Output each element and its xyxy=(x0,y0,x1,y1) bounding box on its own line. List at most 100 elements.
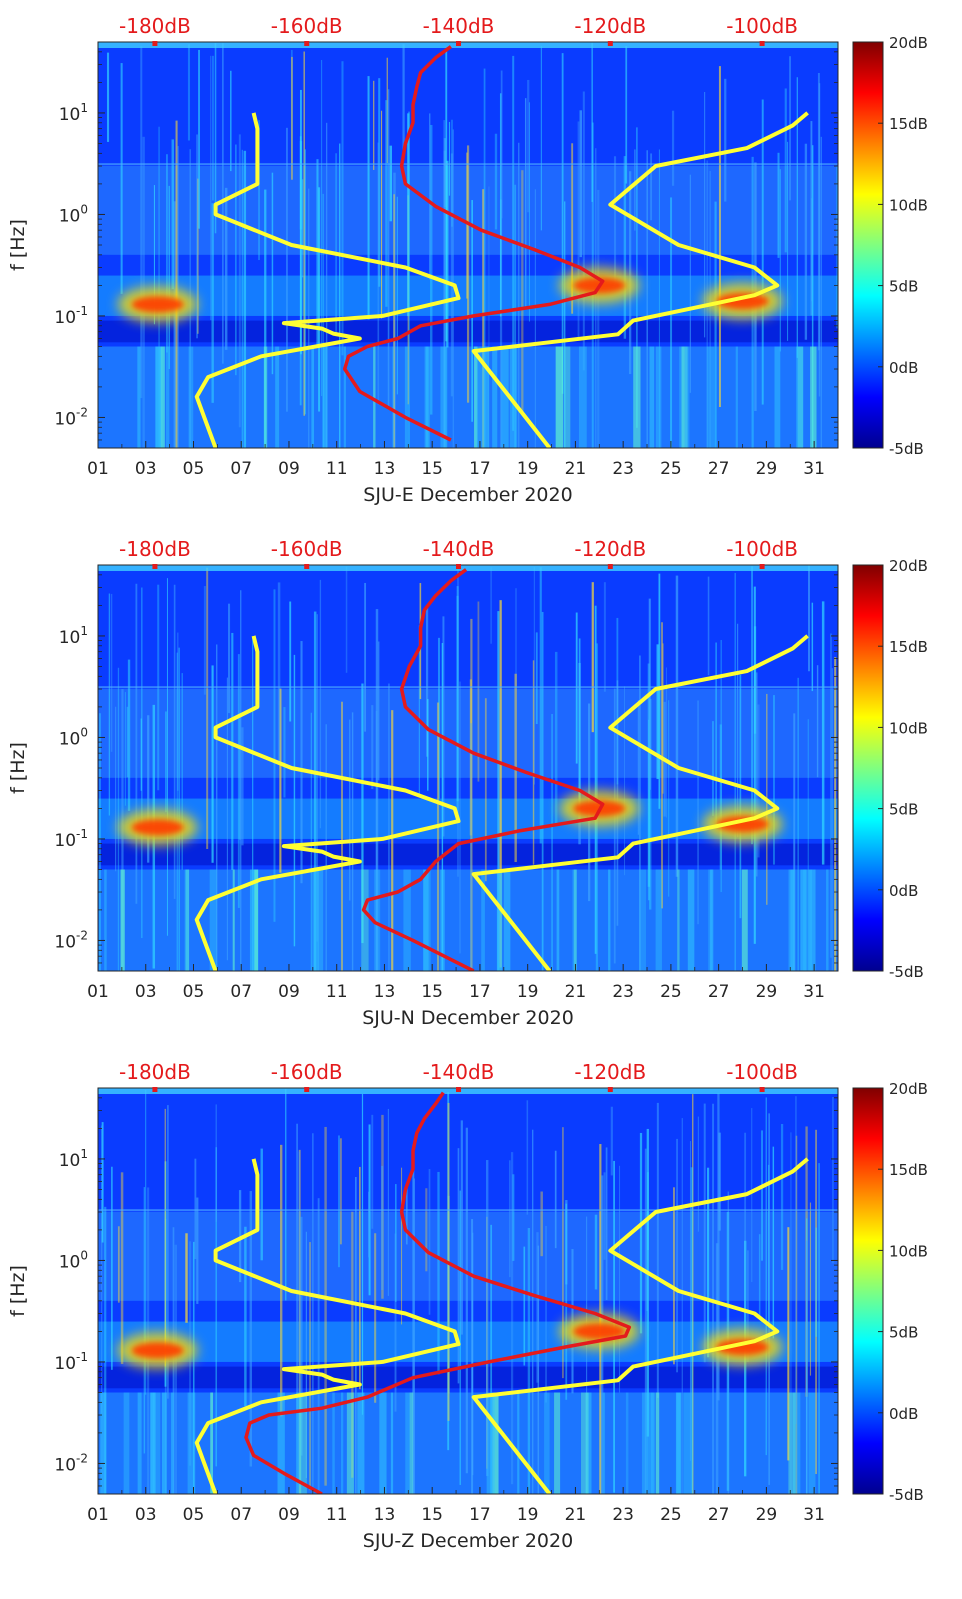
top-tick-mark xyxy=(456,41,462,46)
top-tick-label: -100dB xyxy=(726,537,798,561)
x-tick-label: 11 xyxy=(326,982,348,1002)
top-tick-label: -180dB xyxy=(119,14,191,38)
microseism-core xyxy=(716,816,769,833)
x-tick-label: 23 xyxy=(612,1505,634,1525)
top-db-axis: -180dB -160dB -140dB -120dB -100dB xyxy=(119,1060,798,1092)
nhnm-curve xyxy=(194,112,461,448)
top-tick-mark xyxy=(152,41,158,46)
nlnm-curve xyxy=(471,634,809,971)
spectrogram xyxy=(98,1088,838,1494)
x-tick-label: 29 xyxy=(756,1505,778,1525)
x-tick-label: 09 xyxy=(278,459,300,479)
x-tick-label: 15 xyxy=(421,982,443,1002)
median-curve xyxy=(342,45,605,442)
top-tick-mark xyxy=(152,564,158,569)
y-tick-label: 101 xyxy=(59,1147,88,1171)
nhnm-curve xyxy=(194,1158,461,1494)
x-tick-label: 17 xyxy=(469,459,491,479)
top-db-axis: -180dB -160dB -140dB -120dB -100dB xyxy=(119,14,798,46)
curves xyxy=(194,45,809,448)
microseism-core xyxy=(131,819,184,836)
x-tick-label: 11 xyxy=(326,1505,348,1525)
x-tick-label: 01 xyxy=(87,459,109,479)
top-tick-label: -160dB xyxy=(271,1060,343,1084)
colorbar: 20dB 15dB 10dB 5dB 0dB -5dB xyxy=(852,1080,928,1504)
x-tick-label: 31 xyxy=(803,982,825,1002)
colorbar-tick-label: 20dB xyxy=(889,34,928,52)
x-tick-label: 03 xyxy=(135,459,157,479)
colorbar-tick-label: 5dB xyxy=(889,278,918,296)
x-tick-label: 01 xyxy=(87,982,109,1002)
colorbar-tick-label: -5dB xyxy=(889,440,924,458)
x-tick-label: 05 xyxy=(183,459,205,479)
x-ticks: 01 03 05 07 09 11 13 15 17 19 21 23 25 27 29 31 xyxy=(87,441,839,479)
colorbar-gradient xyxy=(852,564,884,972)
x-tick-label: 25 xyxy=(660,1505,682,1525)
x-tick-label: 19 xyxy=(517,1505,539,1525)
x-tick-label: 07 xyxy=(230,1505,252,1525)
median-curve xyxy=(361,568,605,971)
spectrogram xyxy=(98,565,838,971)
y-ticks: 10-2 10-1 100 101 xyxy=(54,564,838,972)
y-tick-label: 10-1 xyxy=(54,304,88,328)
top-tick-mark xyxy=(607,564,613,569)
microseism-core xyxy=(131,1342,184,1359)
colorbar: 20dB 15dB 10dB 5dB 0dB -5dB xyxy=(852,34,928,458)
x-axis-title: SJU-E December 2020 xyxy=(363,484,572,506)
x-tick-label: 09 xyxy=(278,982,300,1002)
microseism-core xyxy=(573,1323,626,1340)
y-axis-title: f [Hz] xyxy=(7,1265,29,1317)
median-curve xyxy=(244,1091,632,1494)
colorbar-tick-label: 15dB xyxy=(889,638,928,656)
colorbar-tick-label: 20dB xyxy=(889,1080,928,1098)
x-ticks: 01 03 05 07 09 11 13 15 17 19 21 23 25 27 29 31 xyxy=(87,1487,839,1525)
x-tick-label: 17 xyxy=(469,982,491,1002)
microseism-core xyxy=(131,296,184,313)
x-tick-label: 01 xyxy=(87,1505,109,1525)
x-tick-label: 07 xyxy=(230,982,252,1002)
spectrogram-texture xyxy=(98,1088,838,1494)
nlnm-curve xyxy=(471,1157,809,1494)
microseism-core xyxy=(716,293,769,310)
y-tick-label: 101 xyxy=(59,624,88,648)
y-tick-label: 10-2 xyxy=(54,405,88,429)
x-tick-label: 23 xyxy=(612,982,634,1002)
x-ticks: 01 03 05 07 09 11 13 15 17 19 21 23 25 27 29 31 xyxy=(87,964,839,1002)
colorbar-tick-label: 0dB xyxy=(889,1405,918,1423)
x-tick-label: 03 xyxy=(135,1505,157,1525)
curves xyxy=(194,568,809,971)
colorbar-tick-label: 5dB xyxy=(889,801,918,819)
x-tick-label: 13 xyxy=(374,459,396,479)
colorbar-tick-label: 0dB xyxy=(889,882,918,900)
colorbar-tick-label: 20dB xyxy=(889,557,928,575)
x-tick-label: 05 xyxy=(183,982,205,1002)
colorbar-tick-label: 0dB xyxy=(889,359,918,377)
y-tick-label: 100 xyxy=(59,725,88,749)
top-tick-mark xyxy=(759,1087,765,1092)
x-tick-label: 11 xyxy=(326,459,348,479)
x-tick-label: 29 xyxy=(756,982,778,1002)
x-tick-label: 09 xyxy=(278,1505,300,1525)
x-tick-label: 23 xyxy=(612,459,634,479)
y-tick-label: 10-1 xyxy=(54,1350,88,1374)
x-tick-label: 29 xyxy=(756,459,778,479)
colorbar-gradient xyxy=(852,1087,884,1495)
top-tick-mark xyxy=(607,1087,613,1092)
top-tick-label: -180dB xyxy=(119,537,191,561)
colorbar-tick-label: -5dB xyxy=(889,1486,924,1504)
colorbar-gradient xyxy=(852,41,884,449)
x-axis-title: SJU-N December 2020 xyxy=(362,1007,574,1029)
x-tick-label: 31 xyxy=(803,459,825,479)
x-tick-label: 25 xyxy=(660,459,682,479)
y-tick-label: 10-2 xyxy=(54,928,88,952)
top-tick-label: -100dB xyxy=(726,1060,798,1084)
x-tick-label: 07 xyxy=(230,459,252,479)
y-tick-label: 10-2 xyxy=(54,1451,88,1475)
top-tick-label: -100dB xyxy=(726,14,798,38)
top-tick-label: -140dB xyxy=(423,14,495,38)
top-tick-mark xyxy=(304,564,310,569)
x-tick-label: 17 xyxy=(469,1505,491,1525)
colorbar-tick-label: 10dB xyxy=(889,719,928,737)
y-ticks: 10-2 10-1 100 101 xyxy=(54,41,838,449)
